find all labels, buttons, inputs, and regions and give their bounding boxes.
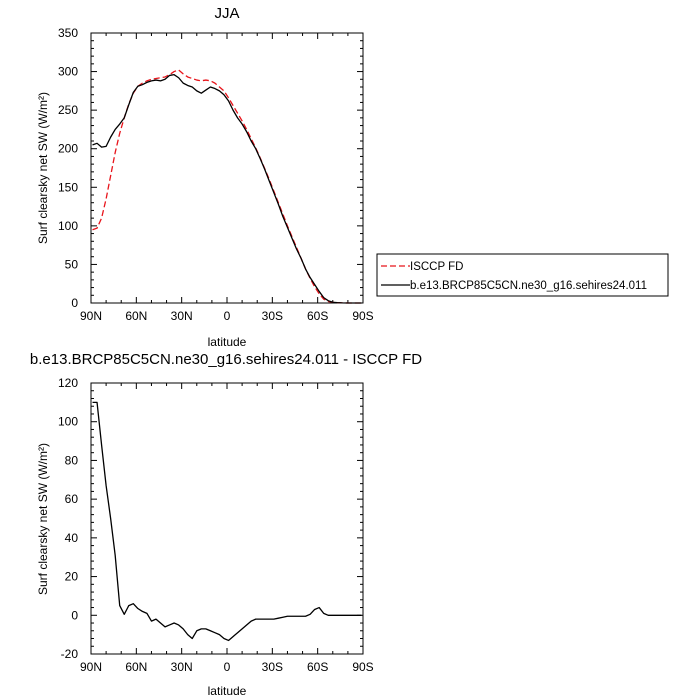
y-tick-label: 200: [58, 142, 78, 156]
chart-bottom: b.e13.BRCP85C5CN.ne30_g16.sehires24.011 …: [30, 351, 422, 698]
series-top: [92, 69, 362, 304]
y-axis-label-bottom: Surf clearsky net SW (W/m²): [36, 443, 50, 595]
y-tick-label: 100: [58, 415, 78, 429]
x-tick-label: 30S: [262, 660, 283, 674]
x-tick-label: 90S: [352, 660, 373, 674]
x-axis-label-top: latitude: [208, 335, 247, 349]
y-tick-label: 100: [58, 219, 78, 233]
x-tick-label: 60S: [307, 309, 328, 323]
x-tick-label: 0: [224, 309, 231, 323]
x-tick-label: 30N: [171, 309, 193, 323]
x-tick-label: 60N: [125, 309, 147, 323]
y-tick-label: 350: [58, 26, 78, 40]
series-line-difference: [92, 401, 362, 642]
y-tick-label: -20: [61, 647, 79, 661]
x-ticks-top: 90N 60N 30N 0 30S 60S 90S: [80, 33, 374, 323]
y-tick-label: 50: [65, 257, 79, 271]
x-tick-label: 30N: [171, 660, 193, 674]
plot-frame-top: [90, 32, 364, 304]
legend-label-isccp: ISCCP FD: [410, 261, 463, 273]
legend-label-model: b.e13.BRCP85C5CN.ne30_g16.sehires24.011: [410, 280, 647, 292]
plot-frame-bottom: [90, 382, 364, 655]
chart-title-top: JJA: [214, 5, 239, 22]
x-tick-label: 90N: [80, 660, 102, 674]
series-bottom: [92, 401, 362, 642]
y-ticks-top: 0 50 100 150 200 250 300 350: [58, 26, 363, 310]
y-tick-label: 120: [58, 376, 78, 390]
y-tick-label: 40: [65, 531, 79, 545]
x-tick-label: 90S: [352, 309, 373, 323]
x-tick-label: 90N: [80, 309, 102, 323]
y-ticks-bottom: -20 0 20 40 60 80 100 120: [58, 376, 363, 661]
x-tick-label: 60S: [307, 660, 328, 674]
legend: ISCCP FD b.e13.BRCP85C5CN.ne30_g16.sehir…: [376, 253, 669, 297]
y-axis-label-top: Surf clearsky net SW (W/m²): [36, 92, 50, 244]
series-line-b-e13-brcp85c5cn-ne30-g16-sehires24-011: [92, 74, 362, 304]
y-tick-label: 20: [65, 570, 79, 584]
x-tick-label: 0: [224, 660, 231, 674]
y-tick-label: 80: [65, 453, 79, 467]
series-line-isccp-fd: [92, 69, 362, 304]
x-ticks-bottom: 90N 60N 30N 0 30S 60S 90S: [80, 383, 374, 674]
y-tick-label: 250: [58, 103, 78, 117]
y-tick-label: 0: [71, 296, 78, 310]
y-tick-label: 300: [58, 65, 78, 79]
chart-title-bottom: b.e13.BRCP85C5CN.ne30_g16.sehires24.011 …: [30, 351, 422, 368]
x-axis-label-bottom: latitude: [208, 684, 247, 698]
x-tick-label: 30S: [262, 309, 283, 323]
x-tick-label: 60N: [125, 660, 147, 674]
chart-top: JJA latitude Surf clearsky net SW (W/m²)…: [36, 5, 374, 349]
y-tick-label: 150: [58, 180, 78, 194]
y-tick-label: 60: [65, 492, 79, 506]
legend-box: [376, 253, 669, 297]
y-tick-label: 0: [71, 608, 78, 622]
